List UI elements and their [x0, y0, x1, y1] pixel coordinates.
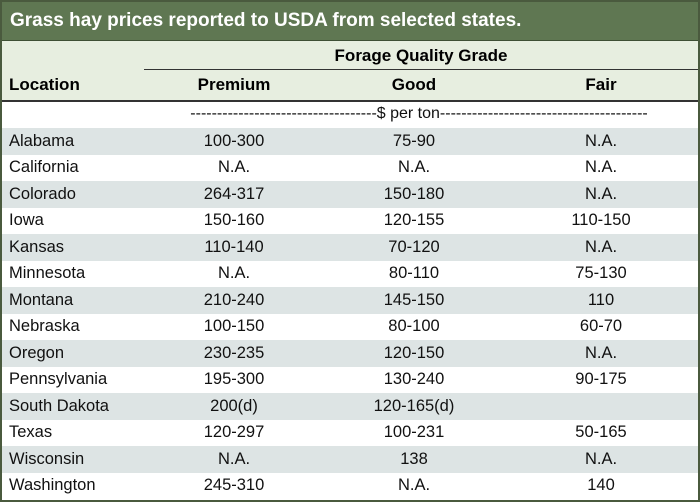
fair-cell: N.A. [504, 128, 698, 155]
price-table-body: Alabama 100-300 75-90 N.A. California N.A. N.A… [2, 128, 698, 499]
fair-cell: 110 [504, 287, 698, 314]
table-title: Grass hay prices reported to USDA from s… [2, 2, 698, 41]
good-cell: 150-180 [324, 181, 504, 208]
premium-cell: 100-150 [144, 313, 324, 340]
premium-cell: 210-240 [144, 287, 324, 314]
premium-cell: 195-300 [144, 366, 324, 393]
table-row: Colorado 264-317 150-180 N.A. [2, 181, 698, 208]
table-row: Pennsylvania 195-300 130-240 90-175 [2, 366, 698, 393]
good-cell: 75-90 [324, 128, 504, 155]
location-cell: Colorado [2, 181, 144, 208]
forage-quality-grade-header: Forage Quality Grade [144, 43, 698, 70]
good-cell: 145-150 [324, 287, 504, 314]
table-row: Kansas 110-140 70-120 N.A. [2, 234, 698, 261]
good-cell: 120-165(d) [324, 393, 504, 420]
good-cell: 80-110 [324, 260, 504, 287]
good-cell: 100-231 [324, 419, 504, 446]
location-cell: Minnesota [2, 260, 144, 287]
fair-column-header: Fair [585, 75, 617, 94]
table-row: Alabama 100-300 75-90 N.A. [2, 128, 698, 155]
location-cell: California [2, 154, 144, 181]
premium-cell: 120-297 [144, 419, 324, 446]
table-row: California N.A. N.A. N.A. [2, 154, 698, 181]
good-cell: 120-150 [324, 340, 504, 367]
fair-cell: 50-165 [504, 419, 698, 446]
fair-cell: 60-70 [504, 313, 698, 340]
fair-cell: 90-175 [504, 366, 698, 393]
good-cell: 80-100 [324, 313, 504, 340]
location-cell: Oregon [2, 340, 144, 367]
price-table: Alabama 100-300 75-90 N.A. California N.A. N.A… [2, 128, 698, 499]
fair-cell: 110-150 [504, 207, 698, 234]
good-cell: 138 [324, 446, 504, 473]
table-row: Iowa 150-160 120-155 110-150 [2, 207, 698, 234]
table-row: South Dakota 200(d) 120-165(d) [2, 393, 698, 420]
good-column-header: Good [391, 75, 437, 94]
premium-cell: 200(d) [144, 393, 324, 420]
table-row: Minnesota N.A. 80-110 75-130 [2, 260, 698, 287]
location-cell: Washington [2, 472, 144, 499]
table-row: Washington 245-310 N.A. 140 [2, 472, 698, 499]
fair-cell: N.A. [504, 446, 698, 473]
header-divider [2, 100, 698, 102]
location-cell: Kansas [2, 234, 144, 261]
premium-cell: N.A. [144, 154, 324, 181]
location-cell: Alabama [2, 128, 144, 155]
premium-cell: 230-235 [144, 340, 324, 367]
location-cell: Pennsylvania [2, 366, 144, 393]
fair-cell [504, 393, 698, 420]
good-cell: 130-240 [324, 366, 504, 393]
premium-cell: N.A. [144, 446, 324, 473]
good-cell: 70-120 [324, 234, 504, 261]
location-cell: Nebraska [2, 313, 144, 340]
location-cell: Wisconsin [2, 446, 144, 473]
good-cell: N.A. [324, 154, 504, 181]
premium-cell: 245-310 [144, 472, 324, 499]
location-cell: Iowa [2, 207, 144, 234]
premium-cell: 264-317 [144, 181, 324, 208]
fair-cell: N.A. [504, 181, 698, 208]
location-cell: South Dakota [2, 393, 144, 420]
premium-column-header: Premium [197, 75, 271, 94]
table-row: Oregon 230-235 120-150 N.A. [2, 340, 698, 367]
table-row: Montana 210-240 145-150 110 [2, 287, 698, 314]
premium-cell: 150-160 [144, 207, 324, 234]
table-row: Wisconsin N.A. 138 N.A. [2, 446, 698, 473]
fair-cell: N.A. [504, 234, 698, 261]
location-cell: Texas [2, 419, 144, 446]
fair-cell: 140 [504, 472, 698, 499]
premium-cell: 100-300 [144, 128, 324, 155]
unit-row: -----------------------------------$ per… [2, 102, 698, 128]
premium-cell: N.A. [144, 260, 324, 287]
unit-label: -----------------------------------$ per… [190, 105, 648, 122]
good-cell: 120-155 [324, 207, 504, 234]
good-cell: N.A. [324, 472, 504, 499]
location-cell: Montana [2, 287, 144, 314]
table-row: Nebraska 100-150 80-100 60-70 [2, 313, 698, 340]
fair-cell: 75-130 [504, 260, 698, 287]
location-column-header: Location [9, 75, 80, 94]
fair-cell: N.A. [504, 154, 698, 181]
table-row: Texas 120-297 100-231 50-165 [2, 419, 698, 446]
premium-cell: 110-140 [144, 234, 324, 261]
table-header: Forage Quality Grade Location Premium Go… [2, 41, 698, 102]
fair-cell: N.A. [504, 340, 698, 367]
